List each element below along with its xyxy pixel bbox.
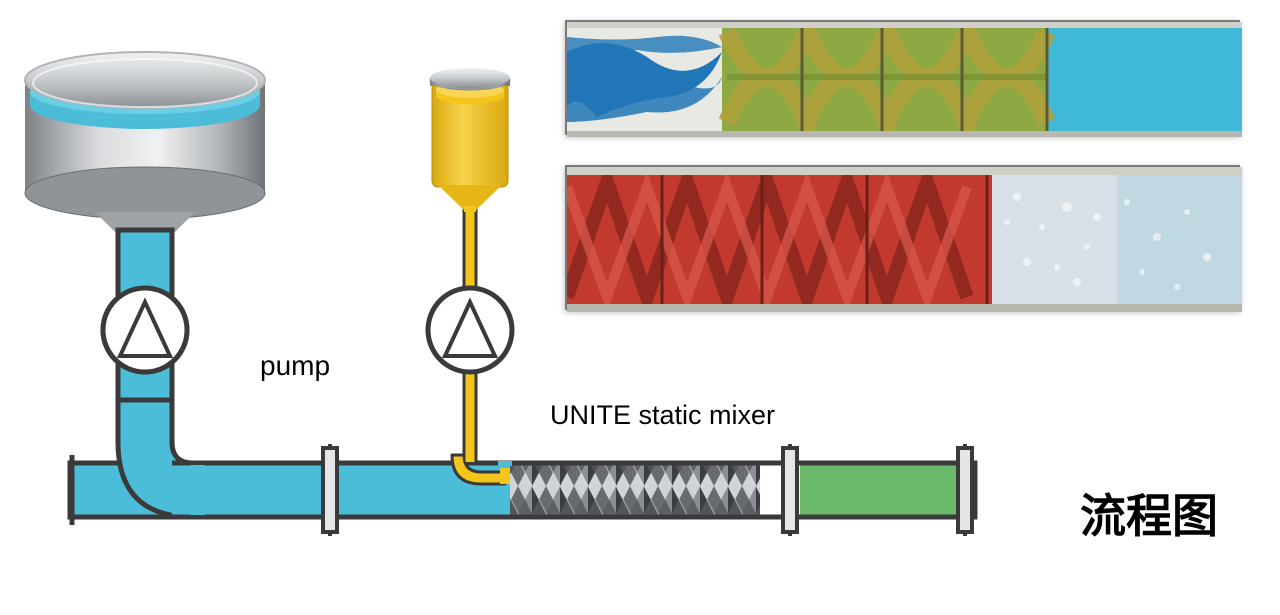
main-elbow	[118, 400, 202, 517]
mixing-photo-blue-yellow	[565, 20, 1240, 135]
yellow-feed-pipe	[452, 205, 510, 484]
main-feed-pipe	[64, 195, 200, 517]
pump-main	[103, 288, 187, 372]
pump-additive	[428, 288, 512, 372]
additive-tank	[430, 68, 510, 212]
mixing-photo-red-clear	[565, 165, 1240, 310]
main-tank	[25, 52, 265, 257]
diagram-title-cn: 流程图	[1080, 480, 1218, 546]
pipe-flanges	[323, 444, 972, 536]
mixer-label: UNITE static mixer	[550, 400, 775, 431]
pump-label: pump	[260, 350, 330, 382]
